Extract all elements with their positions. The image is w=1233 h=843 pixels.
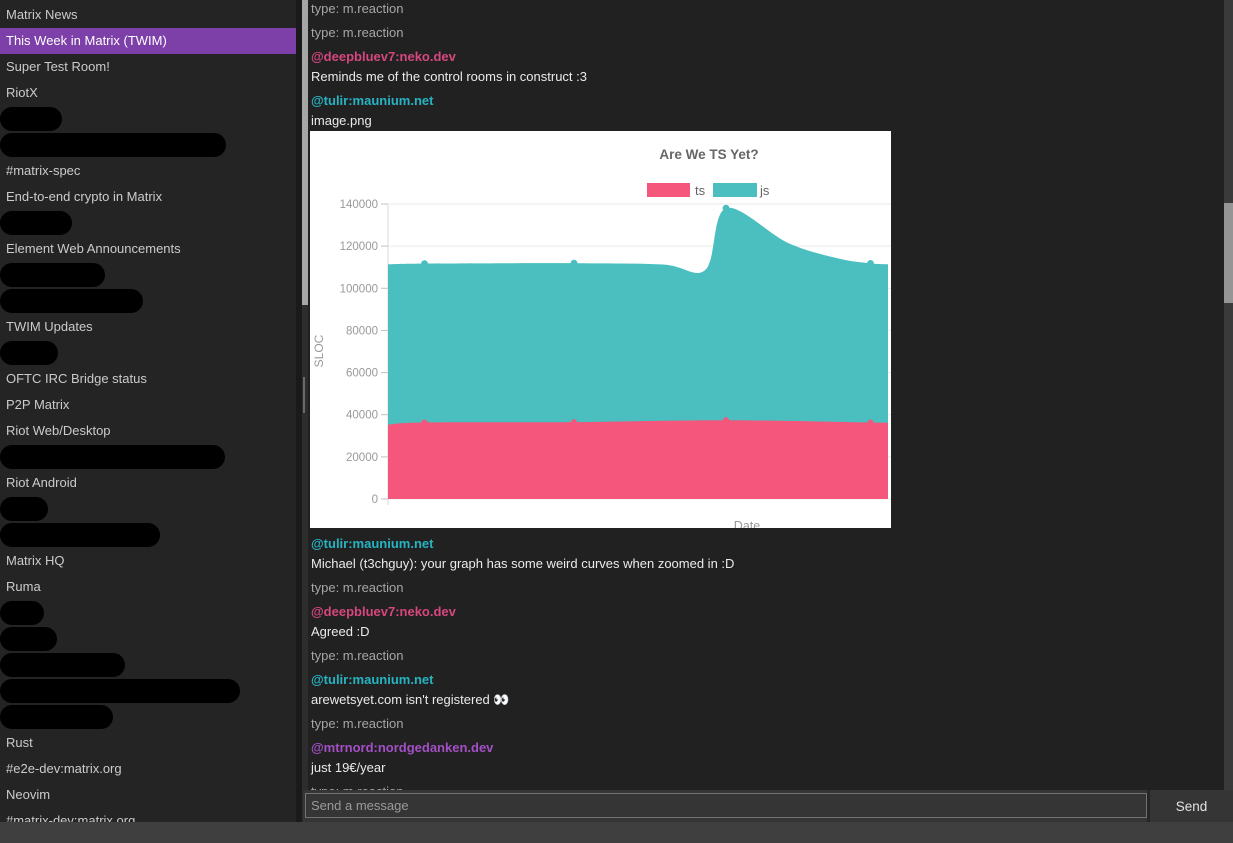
room-item-redacted[interactable] xyxy=(0,132,296,158)
message-text: arewetsyet.com isn't registered 👀 xyxy=(311,692,510,707)
svg-text:Date: Date xyxy=(734,519,760,528)
redaction-pill xyxy=(0,341,58,365)
room-item-redacted[interactable] xyxy=(0,678,296,704)
redaction-pill xyxy=(0,679,240,703)
redaction-pill xyxy=(0,601,44,625)
reaction-event: type: m.reaction xyxy=(311,716,404,731)
room-item[interactable]: RiotX xyxy=(6,85,38,100)
reaction-event: type: m.reaction xyxy=(311,1,404,16)
redaction-pill xyxy=(0,107,62,131)
reaction-event: type: m.reaction xyxy=(311,648,404,663)
room-item[interactable]: #matrix-spec xyxy=(6,163,81,178)
timeline-scrollbar-handle[interactable] xyxy=(1224,203,1233,303)
send-button[interactable]: Send xyxy=(1147,790,1233,822)
svg-text:60000: 60000 xyxy=(346,368,378,380)
reaction-event: type: m.reaction xyxy=(311,580,404,595)
message-sender[interactable]: @tulir:maunium.net xyxy=(311,93,434,108)
room-item[interactable]: P2P Matrix xyxy=(6,397,70,412)
room-item[interactable]: #matrix-dev:matrix.org xyxy=(6,813,136,822)
redaction-pill xyxy=(0,289,143,313)
pane-resize-grip[interactable] xyxy=(303,377,305,413)
twim-sloc-chart: 0 20000 40000 60000 80000 100000 120000 140000 A… xyxy=(310,131,891,528)
room-item[interactable]: This Week in Matrix (TWIM) xyxy=(0,28,296,54)
message-sender[interactable]: @tulir:maunium.net xyxy=(311,536,434,551)
room-item[interactable]: Riot Web/Desktop xyxy=(6,423,111,438)
room-list-scrollbar-handle[interactable] xyxy=(302,0,308,305)
pane-divider xyxy=(296,0,302,822)
room-item-redacted[interactable] xyxy=(0,626,296,652)
svg-text:100000: 100000 xyxy=(340,283,378,295)
room-item-redacted[interactable] xyxy=(0,340,296,366)
message-text: Reminds me of the control rooms in const… xyxy=(311,69,588,84)
svg-text:0: 0 xyxy=(372,494,378,506)
reaction-event: type: m.reaction xyxy=(311,784,1214,790)
redaction-pill xyxy=(0,653,125,677)
message-text: image.png xyxy=(311,113,372,128)
room-item[interactable]: Neovim xyxy=(6,787,51,802)
svg-text:js: js xyxy=(759,183,770,198)
room-item-redacted[interactable] xyxy=(0,262,296,288)
redaction-pill xyxy=(0,705,113,729)
svg-text:40000: 40000 xyxy=(346,410,378,422)
room-item[interactable]: Element Web Announcements xyxy=(6,241,181,256)
message-text: just 19€/year xyxy=(311,760,386,775)
svg-text:140000: 140000 xyxy=(340,199,378,211)
message-composer: Send xyxy=(303,790,1233,822)
room-item-redacted[interactable] xyxy=(0,210,296,236)
room-item[interactable]: Ruma xyxy=(6,579,41,594)
message-sender[interactable]: @deepbluev7:neko.dev xyxy=(311,604,456,619)
message-sender[interactable]: @tulir:maunium.net xyxy=(311,672,434,687)
bottom-bar xyxy=(0,822,1233,843)
message-input[interactable] xyxy=(305,793,1147,818)
redaction-pill xyxy=(0,263,105,287)
room-item[interactable]: OFTC IRC Bridge status xyxy=(6,371,147,386)
svg-text:80000: 80000 xyxy=(346,325,378,337)
room-list-scrollbar xyxy=(302,0,308,822)
message-sender[interactable]: @deepbluev7:neko.dev xyxy=(311,49,456,64)
room-item-redacted[interactable] xyxy=(0,652,296,678)
room-item[interactable]: Rust xyxy=(6,735,33,750)
room-item[interactable]: TWIM Updates xyxy=(6,319,93,334)
redaction-pill xyxy=(0,627,57,651)
redaction-pill xyxy=(0,523,160,547)
room-list: Matrix News This Week in Matrix (TWIM) Sup… xyxy=(0,0,296,822)
message-text: Michael (t3chguy): your graph has some w… xyxy=(311,556,735,571)
redaction-pill xyxy=(0,133,226,157)
svg-text:Are We TS Yet?: Are We TS Yet? xyxy=(659,147,758,162)
redaction-pill xyxy=(0,211,72,235)
svg-text:120000: 120000 xyxy=(340,241,378,253)
room-item[interactable]: Super Test Room! xyxy=(6,59,110,74)
room-item-redacted[interactable] xyxy=(0,522,296,548)
message-timeline: type: m.reaction type: m.reaction @deepblu… xyxy=(308,0,1224,790)
timeline-scrollbar xyxy=(1224,0,1233,790)
message-sender[interactable]: @mtrnord:nordgedanken.dev xyxy=(311,740,494,755)
room-item[interactable]: Matrix HQ xyxy=(6,553,65,568)
room-item-redacted[interactable] xyxy=(0,444,296,470)
svg-text:SLOC: SLOC xyxy=(312,334,326,367)
redaction-pill xyxy=(0,497,48,521)
room-item[interactable]: Riot Android xyxy=(6,475,77,490)
svg-text:ts: ts xyxy=(695,183,706,198)
room-item[interactable]: #e2e-dev:matrix.org xyxy=(6,761,122,776)
svg-text:20000: 20000 xyxy=(346,452,378,464)
room-item-redacted[interactable] xyxy=(0,496,296,522)
room-item-redacted[interactable] xyxy=(0,106,296,132)
message-text: Agreed :D xyxy=(311,624,370,639)
room-item-redacted[interactable] xyxy=(0,288,296,314)
room-item-redacted[interactable] xyxy=(0,600,296,626)
room-item-redacted[interactable] xyxy=(0,704,296,730)
reaction-event: type: m.reaction xyxy=(311,25,404,40)
redaction-pill xyxy=(0,445,225,469)
room-item[interactable]: End-to-end crypto in Matrix xyxy=(6,189,163,204)
room-item[interactable]: Matrix News xyxy=(6,7,78,22)
image-attachment-chart[interactable]: 0 20000 40000 60000 80000 100000 120000 140000 A… xyxy=(310,131,891,528)
